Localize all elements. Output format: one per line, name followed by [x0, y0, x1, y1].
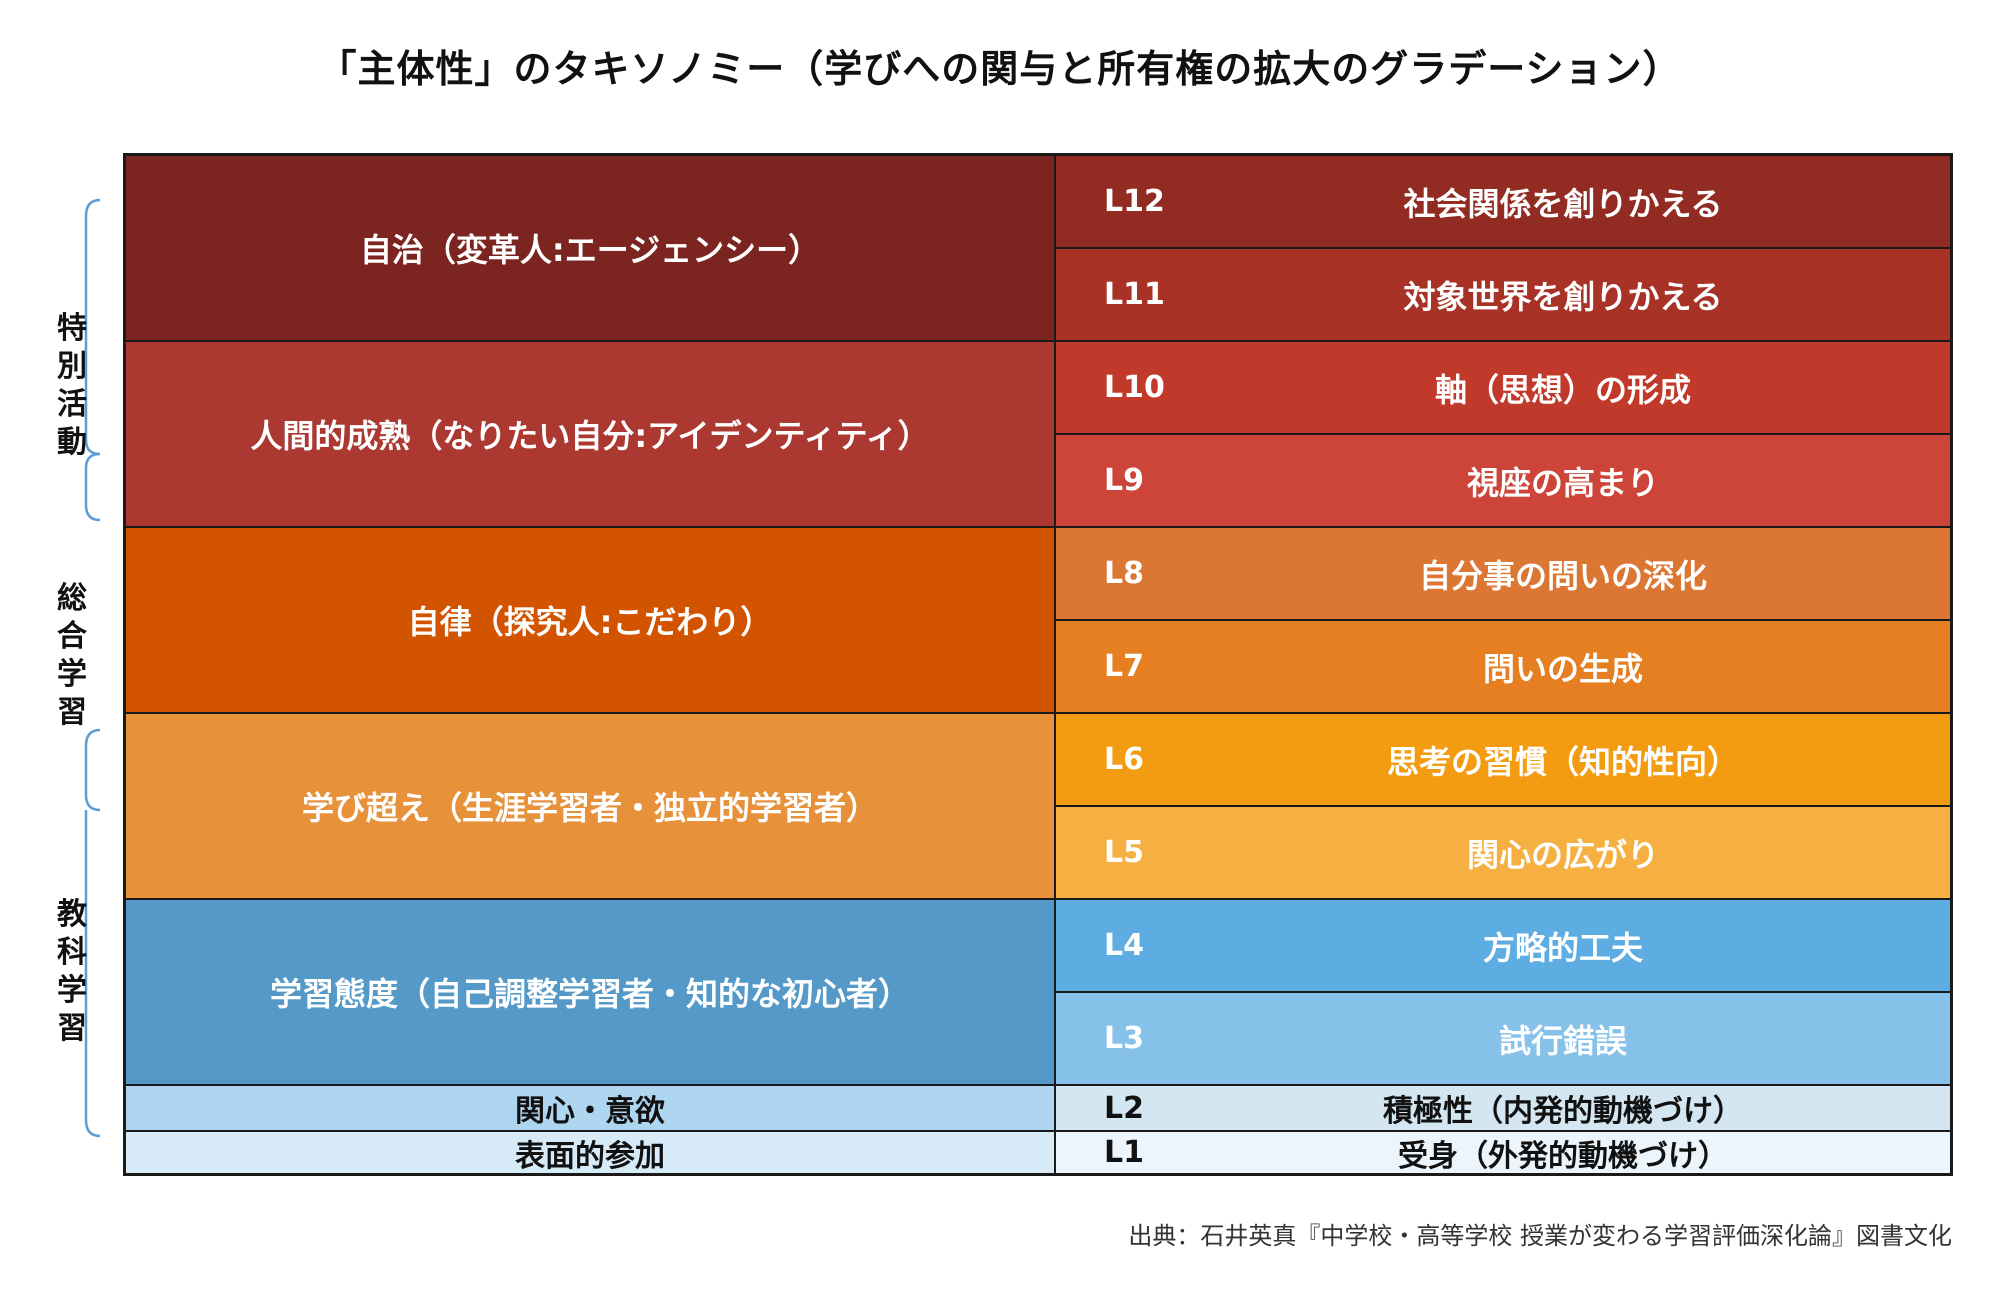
level-row-l5: L5 関心の広がり: [1056, 807, 1950, 900]
group-cell-jichi: 自治（変革人:エージェンシー）: [126, 156, 1056, 342]
level-label: 方略的工夫: [1482, 928, 1643, 967]
group-cell-manabigoe: 学び超え（生涯学習者・独立的学習者）: [126, 714, 1056, 900]
level-code: L11: [1104, 277, 1165, 312]
level-label: 社会関係を創りかえる: [1403, 184, 1723, 223]
side-label-kyouka: 教科学習: [57, 897, 87, 1046]
level-row-l7: L7 問いの生成: [1056, 621, 1950, 714]
level-label: 対象世界を創りかえる: [1403, 277, 1723, 316]
group-label: 人間的成熟（なりたい自分:アイデンティティ）: [250, 417, 930, 455]
level-code: L5: [1104, 835, 1144, 870]
group-cell-ningenteki: 人間的成熟（なりたい自分:アイデンティティ）: [126, 342, 1056, 528]
bracket-tokubetsu: [84, 198, 101, 522]
level-code: L10: [1104, 370, 1165, 405]
level-row-l1: L1 受身（外発的動機づけ）: [1056, 1132, 1950, 1174]
level-label: 問いの生成: [1482, 649, 1643, 688]
level-row-l6: L6 思考の習慣（知的性向）: [1056, 714, 1950, 807]
group-label: 表面的参加: [515, 1138, 665, 1174]
side-label-tokubetsu: 特別活動: [57, 311, 87, 460]
level-label: 思考の習慣（知的性向）: [1386, 742, 1739, 781]
level-code: L4: [1104, 928, 1144, 963]
level-row-l9: L9 視座の高まり: [1056, 435, 1950, 528]
level-label: 視座の高まり: [1466, 463, 1659, 502]
level-code: L6: [1104, 742, 1144, 777]
level-row-l10: L10 軸（思想）の形成: [1056, 342, 1950, 435]
level-row-l3: L3 試行錯誤: [1056, 993, 1950, 1086]
level-code: L9: [1104, 463, 1144, 498]
level-label: 軸（思想）の形成: [1434, 370, 1691, 409]
level-code: L8: [1104, 556, 1144, 591]
group-cell-kanshin-iyoku: 関心・意欲: [126, 1086, 1056, 1132]
level-label: 自分事の問いの深化: [1418, 556, 1707, 595]
level-row-l11: L11 対象世界を創りかえる: [1056, 249, 1950, 342]
group-label: 学習態度（自己調整学習者・知的な初心者）: [269, 975, 910, 1013]
level-label: 積極性（内発的動機づけ）: [1383, 1094, 1743, 1129]
group-label: 自律（探究人:こだわり）: [407, 603, 773, 641]
level-code: L12: [1104, 184, 1165, 219]
level-row-l8: L8 自分事の問いの深化: [1056, 528, 1950, 621]
group-cell-gakushu-taido: 学習態度（自己調整学習者・知的な初心者）: [126, 900, 1056, 1086]
level-code: L2: [1104, 1090, 1144, 1126]
level-code: L3: [1104, 1021, 1144, 1056]
source-citation: 出典：石井英真『中学校・高等学校 授業が変わる学習評価深化論』図書文化: [1128, 1222, 1952, 1250]
level-label: 受身（外発的動機づけ）: [1398, 1138, 1728, 1174]
level-code: L7: [1104, 649, 1144, 684]
level-label: 関心の広がり: [1466, 835, 1659, 874]
group-cell-hyomenteki: 表面的参加: [126, 1132, 1056, 1174]
group-label: 関心・意欲: [515, 1094, 665, 1129]
group-label: 学び超え（生涯学習者・独立的学習者）: [301, 789, 878, 827]
level-row-l12: L12 社会関係を創りかえる: [1056, 156, 1950, 249]
side-label-sougou: 総合学習: [57, 581, 87, 730]
level-label: 試行錯誤: [1498, 1021, 1627, 1060]
group-cell-jiritsu: 自律（探究人:こだわり）: [126, 528, 1056, 714]
bracket-kyouka: [84, 810, 101, 1138]
bracket-sougou: [84, 728, 101, 812]
level-code: L1: [1104, 1135, 1144, 1170]
group-label: 自治（変革人:エージェンシー）: [359, 231, 821, 269]
level-row-l2: L2 積極性（内発的動機づけ）: [1056, 1086, 1950, 1132]
page-title: 「主体性」のタキソノミー（学びへの関与と所有権の拡大のグラデーション）: [318, 47, 1682, 91]
taxonomy-table: 自治（変革人:エージェンシー） 人間的成熟（なりたい自分:アイデンティティ） 自…: [123, 153, 1953, 1176]
level-row-l4: L4 方略的工夫: [1056, 900, 1950, 993]
